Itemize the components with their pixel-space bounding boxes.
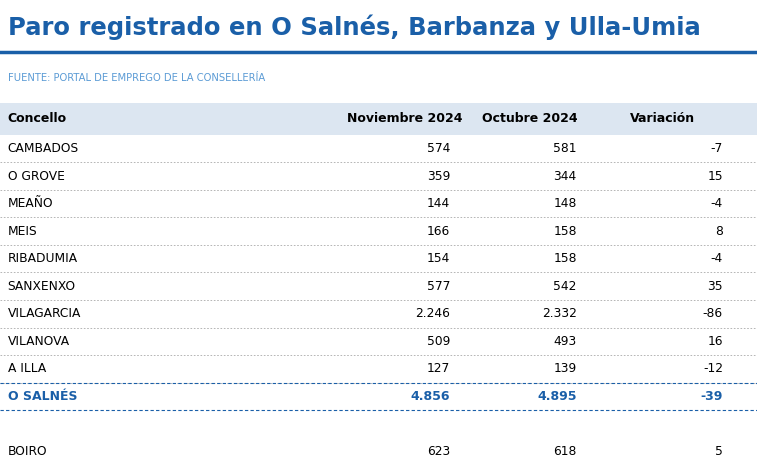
Text: 35: 35	[707, 280, 723, 293]
Text: O GROVE: O GROVE	[8, 169, 64, 182]
Text: Octubre 2024: Octubre 2024	[482, 113, 578, 125]
Text: Concello: Concello	[8, 113, 67, 125]
Text: 581: 581	[553, 142, 577, 155]
Text: -12: -12	[703, 363, 723, 375]
Text: 15: 15	[707, 169, 723, 182]
Text: 139: 139	[553, 363, 577, 375]
Text: MEIS: MEIS	[8, 225, 37, 238]
Text: 158: 158	[553, 225, 577, 238]
FancyBboxPatch shape	[0, 103, 757, 135]
Text: 166: 166	[427, 225, 450, 238]
Text: VILANOVA: VILANOVA	[8, 335, 70, 348]
Text: 144: 144	[427, 197, 450, 210]
Text: VILAGARCIA: VILAGARCIA	[8, 307, 81, 320]
Text: 2.246: 2.246	[416, 307, 450, 320]
Text: SANXENXO: SANXENXO	[8, 280, 76, 293]
Text: 4.856: 4.856	[411, 390, 450, 403]
Text: 542: 542	[553, 280, 577, 293]
Text: 623: 623	[427, 445, 450, 458]
Text: 8: 8	[715, 225, 723, 238]
Text: 158: 158	[553, 252, 577, 265]
Text: 4.895: 4.895	[537, 390, 577, 403]
Text: FUENTE: PORTAL DE EMPREGO DE LA CONSELLERÍA: FUENTE: PORTAL DE EMPREGO DE LA CONSELLE…	[8, 73, 265, 83]
Text: 493: 493	[553, 335, 577, 348]
Text: -86: -86	[702, 307, 723, 320]
Text: 16: 16	[708, 335, 723, 348]
Text: 344: 344	[553, 169, 577, 182]
Text: MEAÑO: MEAÑO	[8, 197, 53, 210]
Text: 359: 359	[427, 169, 450, 182]
Text: 2.332: 2.332	[542, 307, 577, 320]
Text: 618: 618	[553, 445, 577, 458]
Text: 577: 577	[427, 280, 450, 293]
Text: Paro registrado en O Salnés, Barbanza y Ulla-Umia: Paro registrado en O Salnés, Barbanza y …	[8, 14, 700, 40]
Text: 574: 574	[427, 142, 450, 155]
Text: O SALNÉS: O SALNÉS	[8, 390, 77, 403]
Text: 154: 154	[427, 252, 450, 265]
Text: RIBADUMIA: RIBADUMIA	[8, 252, 78, 265]
Text: Variación: Variación	[630, 113, 695, 125]
Text: 509: 509	[427, 335, 450, 348]
Text: BOIRO: BOIRO	[8, 445, 47, 458]
Text: 5: 5	[715, 445, 723, 458]
Text: -7: -7	[711, 142, 723, 155]
Text: 127: 127	[427, 363, 450, 375]
Text: -39: -39	[700, 390, 723, 403]
Text: CAMBADOS: CAMBADOS	[8, 142, 79, 155]
Text: Noviembre 2024: Noviembre 2024	[347, 113, 463, 125]
Text: 148: 148	[553, 197, 577, 210]
Text: -4: -4	[711, 252, 723, 265]
Text: -4: -4	[711, 197, 723, 210]
Text: A ILLA: A ILLA	[8, 363, 46, 375]
